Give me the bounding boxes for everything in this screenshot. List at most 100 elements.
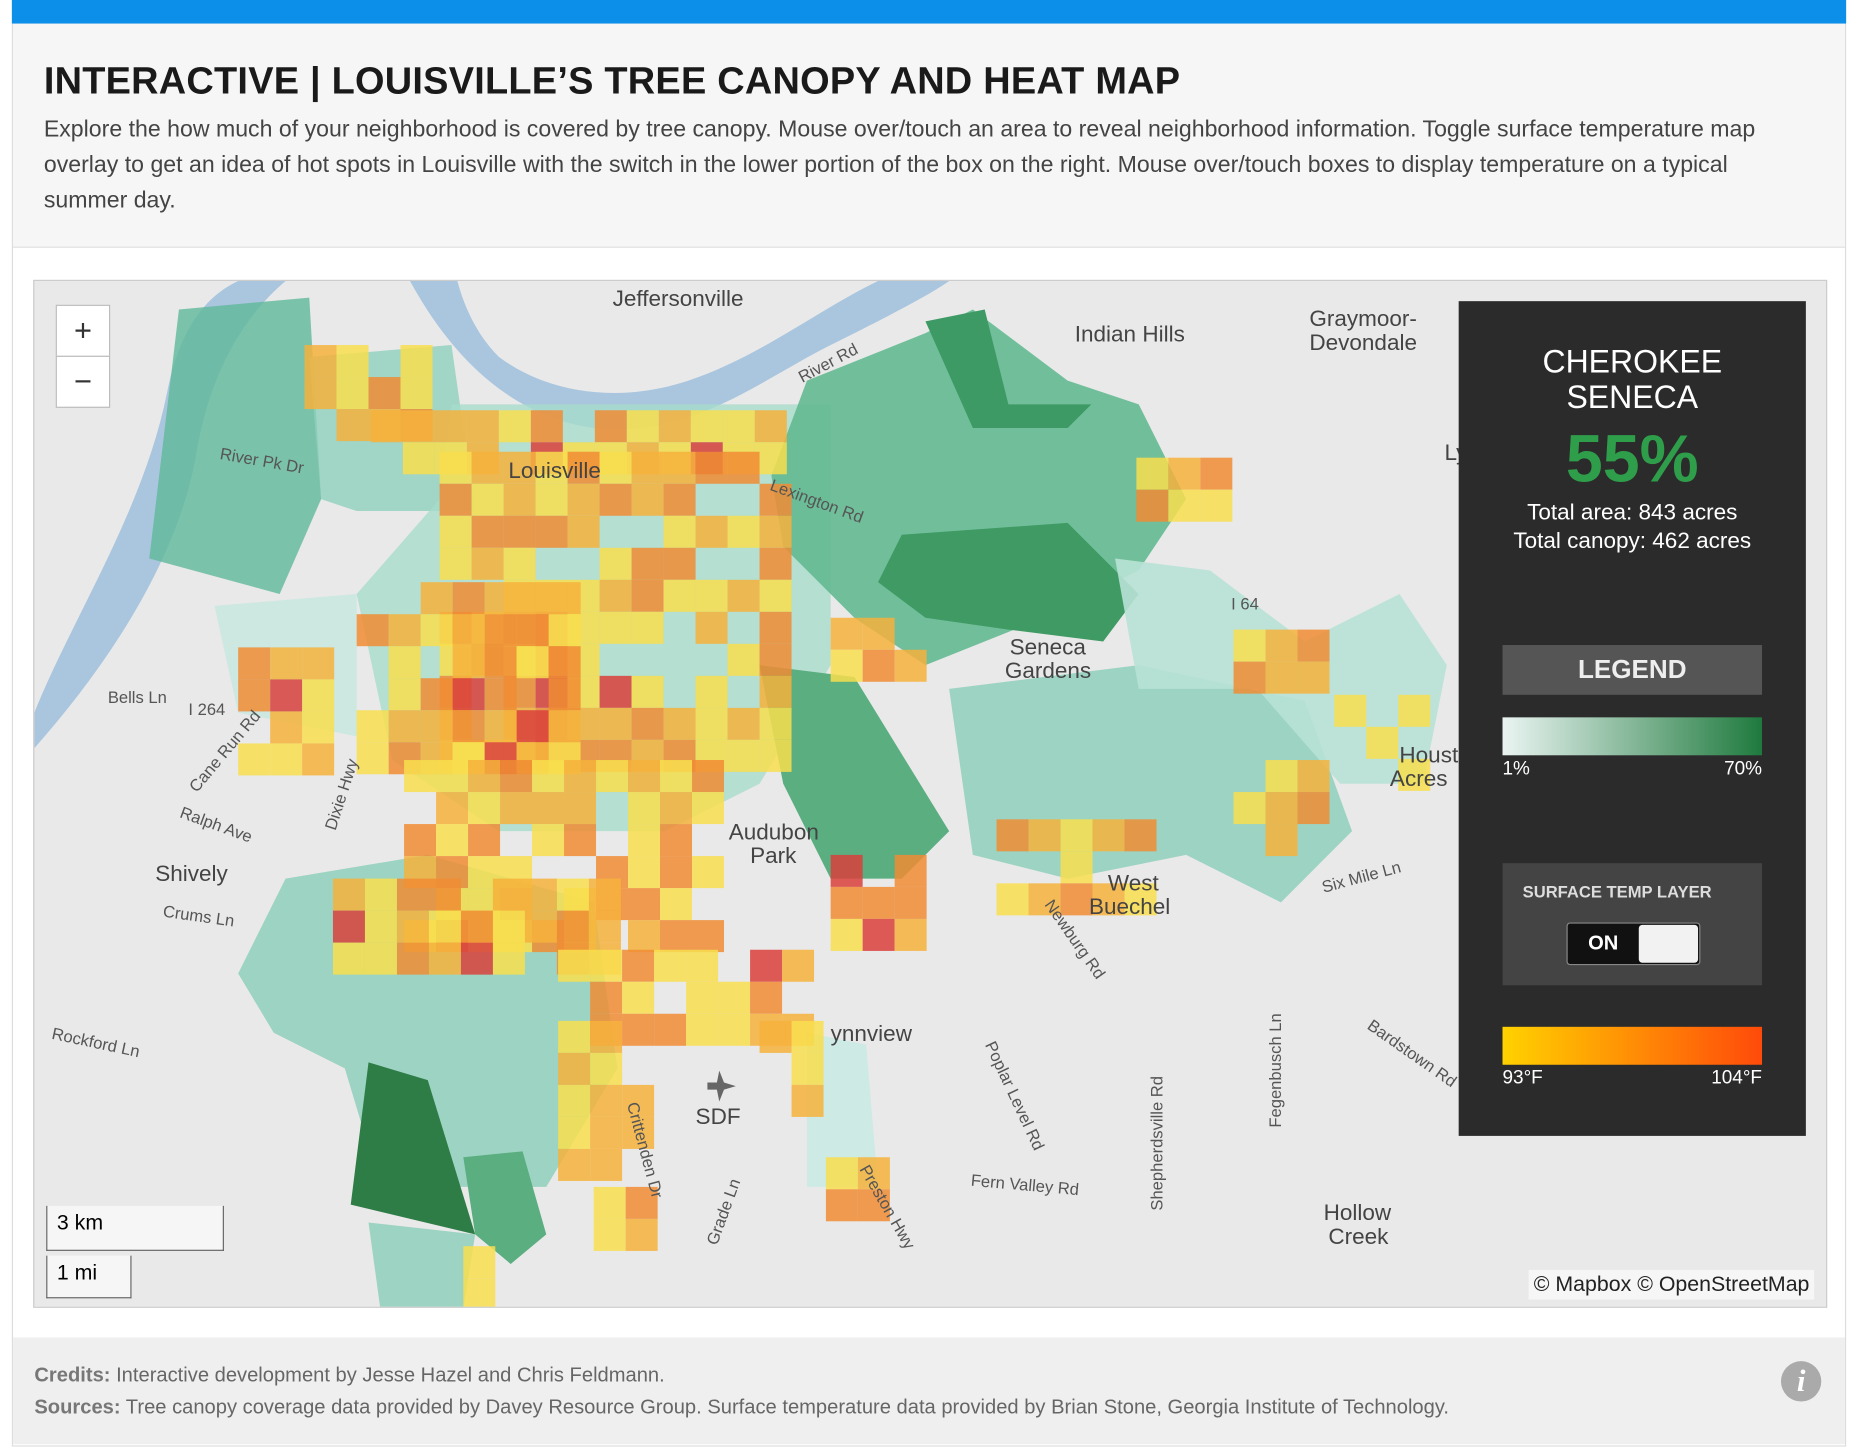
heat-cell (484, 646, 517, 679)
heat-cell (628, 824, 661, 857)
heat-cell (626, 410, 659, 443)
heat-cell (660, 792, 693, 825)
heat-cell (727, 643, 760, 676)
heat-cell (1060, 819, 1093, 852)
heat-cell (590, 1020, 623, 1053)
heat-cell (1028, 883, 1061, 916)
heat-cell (996, 819, 1029, 852)
place-label: West (1108, 870, 1160, 895)
heat-cell (759, 579, 792, 612)
info-button[interactable]: i (1780, 1361, 1822, 1402)
heat-cell (862, 918, 895, 951)
place-label: SDF (696, 1104, 741, 1129)
heat-cell (622, 1116, 655, 1149)
heat-cell (894, 649, 927, 682)
heat-cell (420, 710, 453, 743)
zoom-in[interactable]: + (55, 304, 111, 357)
heat-cell (468, 760, 501, 793)
heat-cell (532, 760, 565, 793)
toggle[interactable]: ON (1566, 922, 1701, 966)
heat-cell (532, 824, 565, 857)
heat-cell (516, 646, 549, 679)
heat-cell (439, 483, 472, 516)
heat-cell (503, 515, 536, 548)
heat-cell (270, 711, 303, 744)
heat-cell (404, 824, 437, 857)
heat-cell (754, 442, 787, 475)
heat-cell (460, 910, 493, 943)
heat-cell (503, 451, 536, 484)
heat-cell (535, 515, 568, 548)
heat-cell (830, 854, 863, 887)
heat-cell (564, 760, 597, 793)
surface-temp-label: SURFACE TEMP LAYER (1522, 882, 1712, 902)
heat-cell (588, 910, 621, 943)
heat-cell (548, 710, 581, 743)
sources-text: Tree canopy coverage data provided by Da… (125, 1395, 1450, 1419)
heat-cell (894, 854, 927, 887)
place-label: Shively (155, 861, 228, 886)
heat-cell (535, 451, 568, 484)
heat-cell (727, 451, 760, 484)
neighborhood (368, 1222, 476, 1307)
road-label: Bells Ln (108, 688, 167, 707)
heat-cell (654, 1013, 687, 1046)
heat-cell (468, 792, 501, 825)
heat-cell (754, 410, 787, 443)
heat-cell (434, 410, 467, 443)
heat-cell (503, 547, 536, 580)
heat-cell (718, 981, 751, 1014)
canopy-percent: 55% (1565, 420, 1699, 496)
heat-cell (270, 679, 303, 712)
heat-cell (564, 824, 597, 857)
heat-cell (830, 886, 863, 919)
heat-cell (500, 792, 533, 825)
heat-cell (622, 1013, 655, 1046)
attribution[interactable]: © Mapbox © OpenStreetMap (1529, 1269, 1815, 1300)
heat-cell (396, 878, 429, 911)
heat-cell (356, 710, 389, 743)
place-label: Acres (1390, 766, 1448, 791)
neighborhood (149, 297, 322, 595)
heat-cell (396, 910, 429, 943)
heat-cell (535, 483, 568, 516)
heat-cell (663, 451, 696, 484)
heat-cell (628, 888, 661, 921)
heat-cell (759, 611, 792, 644)
heat-cell (830, 918, 863, 951)
heat-cell (862, 649, 895, 682)
heat-cell (558, 1148, 591, 1181)
heat-cell (1297, 760, 1330, 793)
heat-cell (593, 1218, 626, 1251)
heat-cell (484, 710, 517, 743)
temp-min: 93°F (1502, 1068, 1543, 1089)
heat-cell (1168, 489, 1201, 522)
heat-cell (484, 678, 517, 711)
heat-cell (759, 547, 792, 580)
heat-cell (388, 614, 421, 647)
heat-cell (558, 1052, 591, 1085)
heat-cell (1265, 792, 1298, 825)
zoom-out[interactable]: − (55, 355, 111, 408)
heat-cell (660, 824, 693, 857)
heat-cell (791, 1052, 824, 1085)
heat-cell (452, 710, 485, 743)
heat-cell (727, 739, 760, 772)
place-label: Hollow (1324, 1200, 1392, 1225)
heat-cell (336, 345, 369, 378)
road-label: Shepherdsville Rd (1147, 1076, 1166, 1211)
heat-cell (388, 710, 421, 743)
heat-layer (238, 345, 1431, 1307)
heat-cell (420, 582, 453, 615)
heat-cell (396, 942, 429, 975)
heat-cell (302, 711, 335, 744)
heat-cell (302, 679, 335, 712)
heat-cell (1366, 726, 1399, 759)
heat-cell (332, 910, 365, 943)
heat-cell (631, 707, 664, 740)
heat-cell (593, 1186, 626, 1219)
heat-cell (692, 792, 725, 825)
neighborhood-name: CHEROKEE SENECA (1542, 343, 1723, 415)
heat-cell (516, 582, 549, 615)
heat-cell (428, 910, 461, 943)
